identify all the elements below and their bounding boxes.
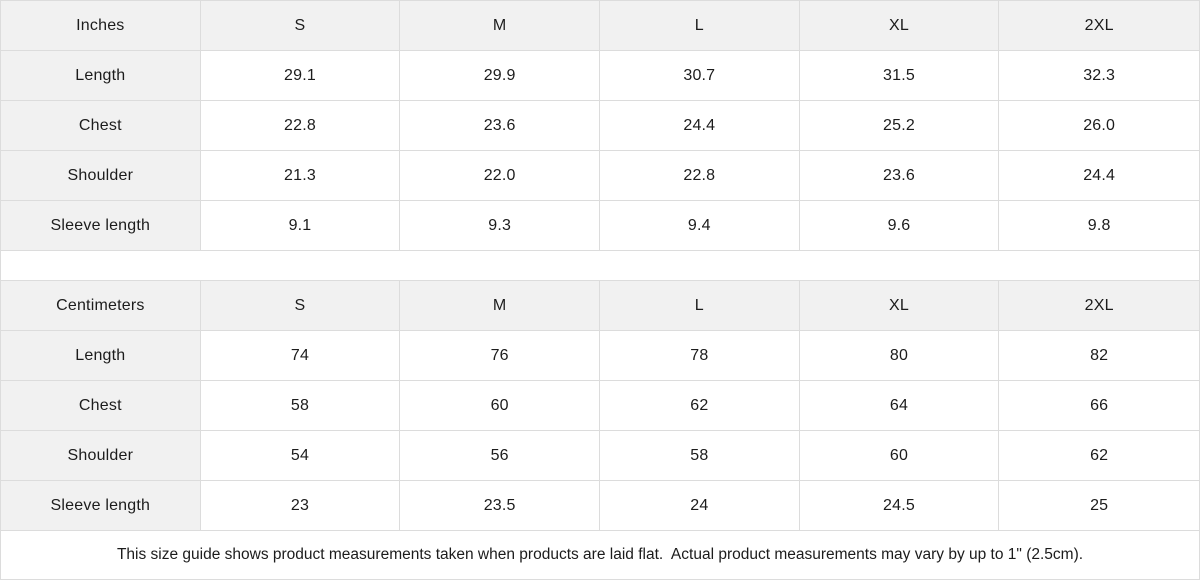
size-cell: 22.8 xyxy=(200,101,401,151)
size-cell: 25 xyxy=(999,481,1199,531)
size-cell: 9.3 xyxy=(400,201,600,251)
size-cell: 82 xyxy=(999,331,1199,381)
size-header-2xl: 2XL xyxy=(999,1,1199,51)
size-cell: 30.7 xyxy=(600,51,800,101)
size-cell: 31.5 xyxy=(799,51,1000,101)
size-cell: 24.4 xyxy=(999,151,1199,201)
size-cell: 60 xyxy=(400,381,600,431)
size-header-l: L xyxy=(600,1,800,51)
size-header-l: L xyxy=(600,281,800,331)
size-cell: 23.5 xyxy=(400,481,600,531)
size-cell: 22.8 xyxy=(600,151,800,201)
size-cell: 62 xyxy=(999,431,1199,481)
size-cell: 23.6 xyxy=(799,151,1000,201)
size-cell: 25.2 xyxy=(799,101,1000,151)
size-cell: 80 xyxy=(799,331,1000,381)
row-label-sleeve-length: Sleeve length xyxy=(1,481,201,531)
row-label-length: Length xyxy=(1,51,201,101)
size-cell: 54 xyxy=(200,431,401,481)
size-cell: 9.8 xyxy=(999,201,1199,251)
row-label-sleeve-length: Sleeve length xyxy=(1,201,201,251)
size-cell: 24 xyxy=(600,481,800,531)
size-cell: 78 xyxy=(600,331,800,381)
size-cell: 32.3 xyxy=(999,51,1199,101)
size-cell: 64 xyxy=(799,381,1000,431)
size-cell: 22.0 xyxy=(400,151,600,201)
size-cell: 26.0 xyxy=(999,101,1199,151)
size-cell: 56 xyxy=(400,431,600,481)
size-cell: 58 xyxy=(600,431,800,481)
size-cell: 74 xyxy=(200,331,401,381)
size-cell: 9.6 xyxy=(799,201,1000,251)
row-label-chest: Chest xyxy=(1,381,201,431)
size-header-s: S xyxy=(200,281,401,331)
size-cell: 24.4 xyxy=(600,101,800,151)
unit-header-centimeters: Centimeters xyxy=(1,281,201,331)
size-header-2xl: 2XL xyxy=(999,281,1199,331)
size-cell: 76 xyxy=(400,331,600,381)
size-cell: 29.1 xyxy=(200,51,401,101)
size-table-centimeters: Centimeters S M L XL 2XL Length 74 76 78… xyxy=(1,281,1199,531)
row-label-shoulder: Shoulder xyxy=(1,151,201,201)
size-cell: 9.1 xyxy=(200,201,401,251)
size-cell: 62 xyxy=(600,381,800,431)
size-cell: 23 xyxy=(200,481,401,531)
size-header-xl: XL xyxy=(799,281,1000,331)
size-cell: 9.4 xyxy=(600,201,800,251)
size-table-inches: Inches S M L XL 2XL Length 29.1 29.9 30.… xyxy=(1,1,1199,251)
row-label-chest: Chest xyxy=(1,101,201,151)
size-cell: 23.6 xyxy=(400,101,600,151)
row-label-shoulder: Shoulder xyxy=(1,431,201,481)
size-header-xl: XL xyxy=(799,1,1000,51)
size-cell: 66 xyxy=(999,381,1199,431)
unit-header-inches: Inches xyxy=(1,1,201,51)
size-header-m: M xyxy=(400,281,600,331)
size-header-m: M xyxy=(400,1,600,51)
size-cell: 24.5 xyxy=(799,481,1000,531)
size-header-s: S xyxy=(200,1,401,51)
size-cell: 29.9 xyxy=(400,51,600,101)
size-guide-note: This size guide shows product measuremen… xyxy=(1,531,1199,579)
size-cell: 21.3 xyxy=(200,151,401,201)
size-cell: 58 xyxy=(200,381,401,431)
row-label-length: Length xyxy=(1,331,201,381)
size-cell: 60 xyxy=(799,431,1000,481)
section-gap xyxy=(1,251,1199,281)
